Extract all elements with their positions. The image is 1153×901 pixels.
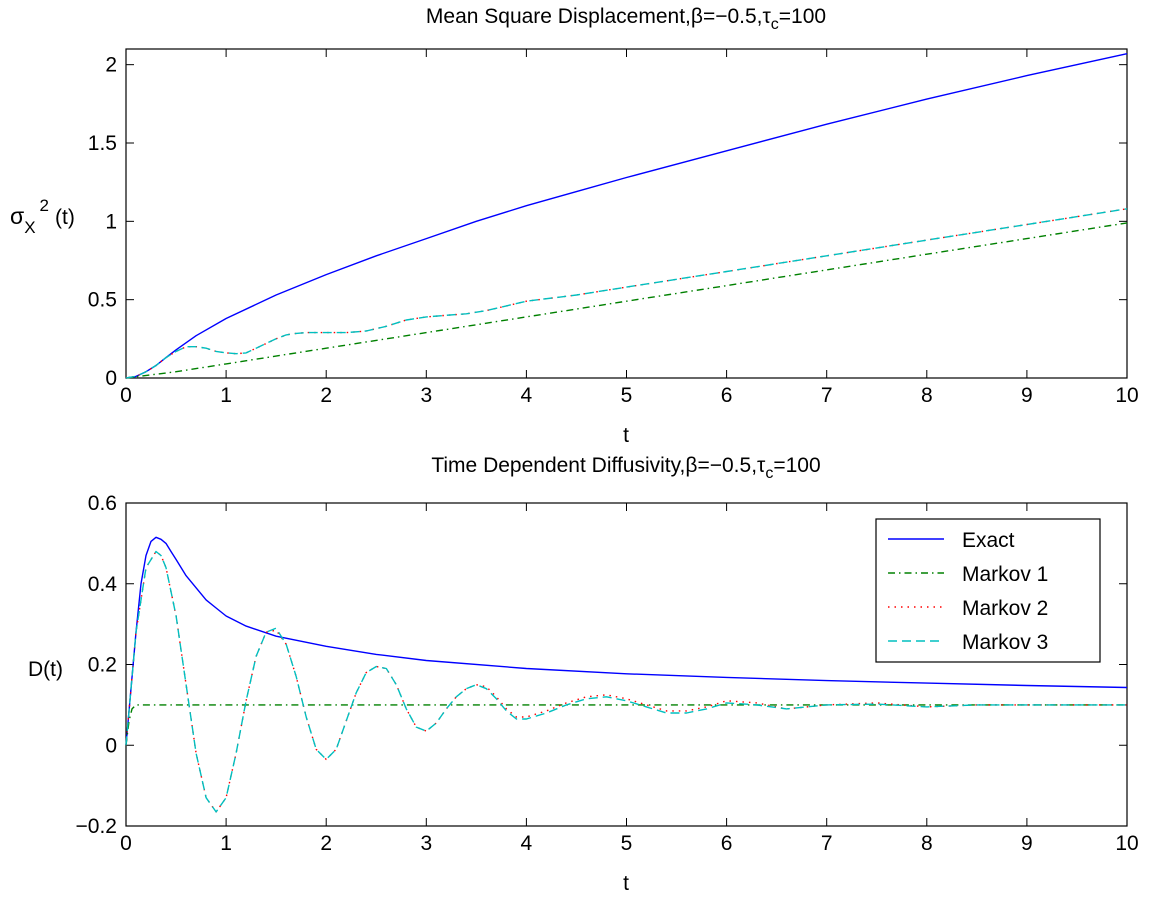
legend-label: Markov 3 [962,631,1048,654]
x-tick-label: 2 [320,832,332,855]
x-tick-label: 0 [120,832,132,855]
x-tick-label: 1 [220,832,232,855]
y-axis-label: D(t) [28,658,63,681]
x-tick-label: 3 [420,832,432,855]
x-tick-label: 7 [821,832,833,855]
x-tick-label: 8 [921,832,933,855]
series-line-markov-2 [125,208,1128,379]
series-group [125,536,1128,813]
legend-label: Exact [962,529,1015,552]
x-tick-label: 6 [721,384,733,407]
x-tick-label: 3 [420,384,432,407]
series-line-exact [125,53,1128,379]
x-tick-label: 4 [521,384,533,407]
x-tick-label: 7 [821,384,833,407]
x-axis-label: t [623,872,629,895]
x-tick-label: 6 [721,832,733,855]
y-tick-label: 2 [105,54,117,77]
y-tick-label: 0.4 [88,573,118,596]
x-axis-label: t [623,424,629,447]
y-tick-label: 0 [105,734,117,757]
legend-label: Markov 2 [962,597,1048,620]
chart-msd: Mean Square Displacement,β=−0.5,τc=100 0… [10,5,1139,447]
plot-area-frame [125,48,1128,379]
y-tick-label: −0.2 [76,815,117,838]
axis-ticks: 0 1 2 3 4 5 6 7 8 9 10 0 0.5 1 1.5 2 [88,49,1139,407]
x-tick-label: 5 [621,384,633,407]
x-tick-label: 9 [1021,384,1033,407]
chart-diffusivity: Time Dependent Diffusivity,β=−0.5,τc=100… [28,454,1139,895]
x-tick-label: 4 [521,832,533,855]
y-tick-label: 1.5 [88,132,117,155]
series-line-exact [125,536,1128,746]
x-tick-label: 1 [220,384,232,407]
x-tick-label: 5 [621,832,633,855]
series-line-markov-1 [125,222,1128,379]
y-tick-label: 0.6 [88,492,117,515]
y-tick-label: 1 [105,210,117,233]
series-line-markov-3 [125,550,1127,813]
x-tick-label: 9 [1021,832,1033,855]
y-tick-label: 0.2 [88,654,117,677]
y-axis-label: σX2(t) [10,196,75,237]
legend-items: Exact Markov 1 Markov 2 Markov 3 [888,529,1048,654]
x-tick-label: 2 [320,384,332,407]
legend-label: Markov 1 [962,563,1048,586]
x-tick-label: 8 [921,384,933,407]
series-line-markov-3 [125,208,1128,379]
chart-title: Mean Square Displacement,β=−0.5,τc=100 [426,5,826,33]
series-group [125,53,1128,379]
axis-ticks: 0 1 2 3 4 5 6 7 8 9 10−0.200.20.40.6 [76,492,1139,855]
legend-box [875,518,1101,663]
y-tick-label: 0.5 [88,289,117,312]
x-tick-label: 10 [1115,384,1138,407]
chart-title: Time Dependent Diffusivity,β=−0.5,τc=100 [431,454,820,482]
legend: Exact Markov 1 Markov 2 Markov 3 [875,518,1101,663]
x-tick-label: 0 [120,384,132,407]
x-tick-label: 10 [1115,832,1138,855]
series-line-markov-1 [125,704,1127,746]
y-tick-label: 0 [105,367,117,390]
